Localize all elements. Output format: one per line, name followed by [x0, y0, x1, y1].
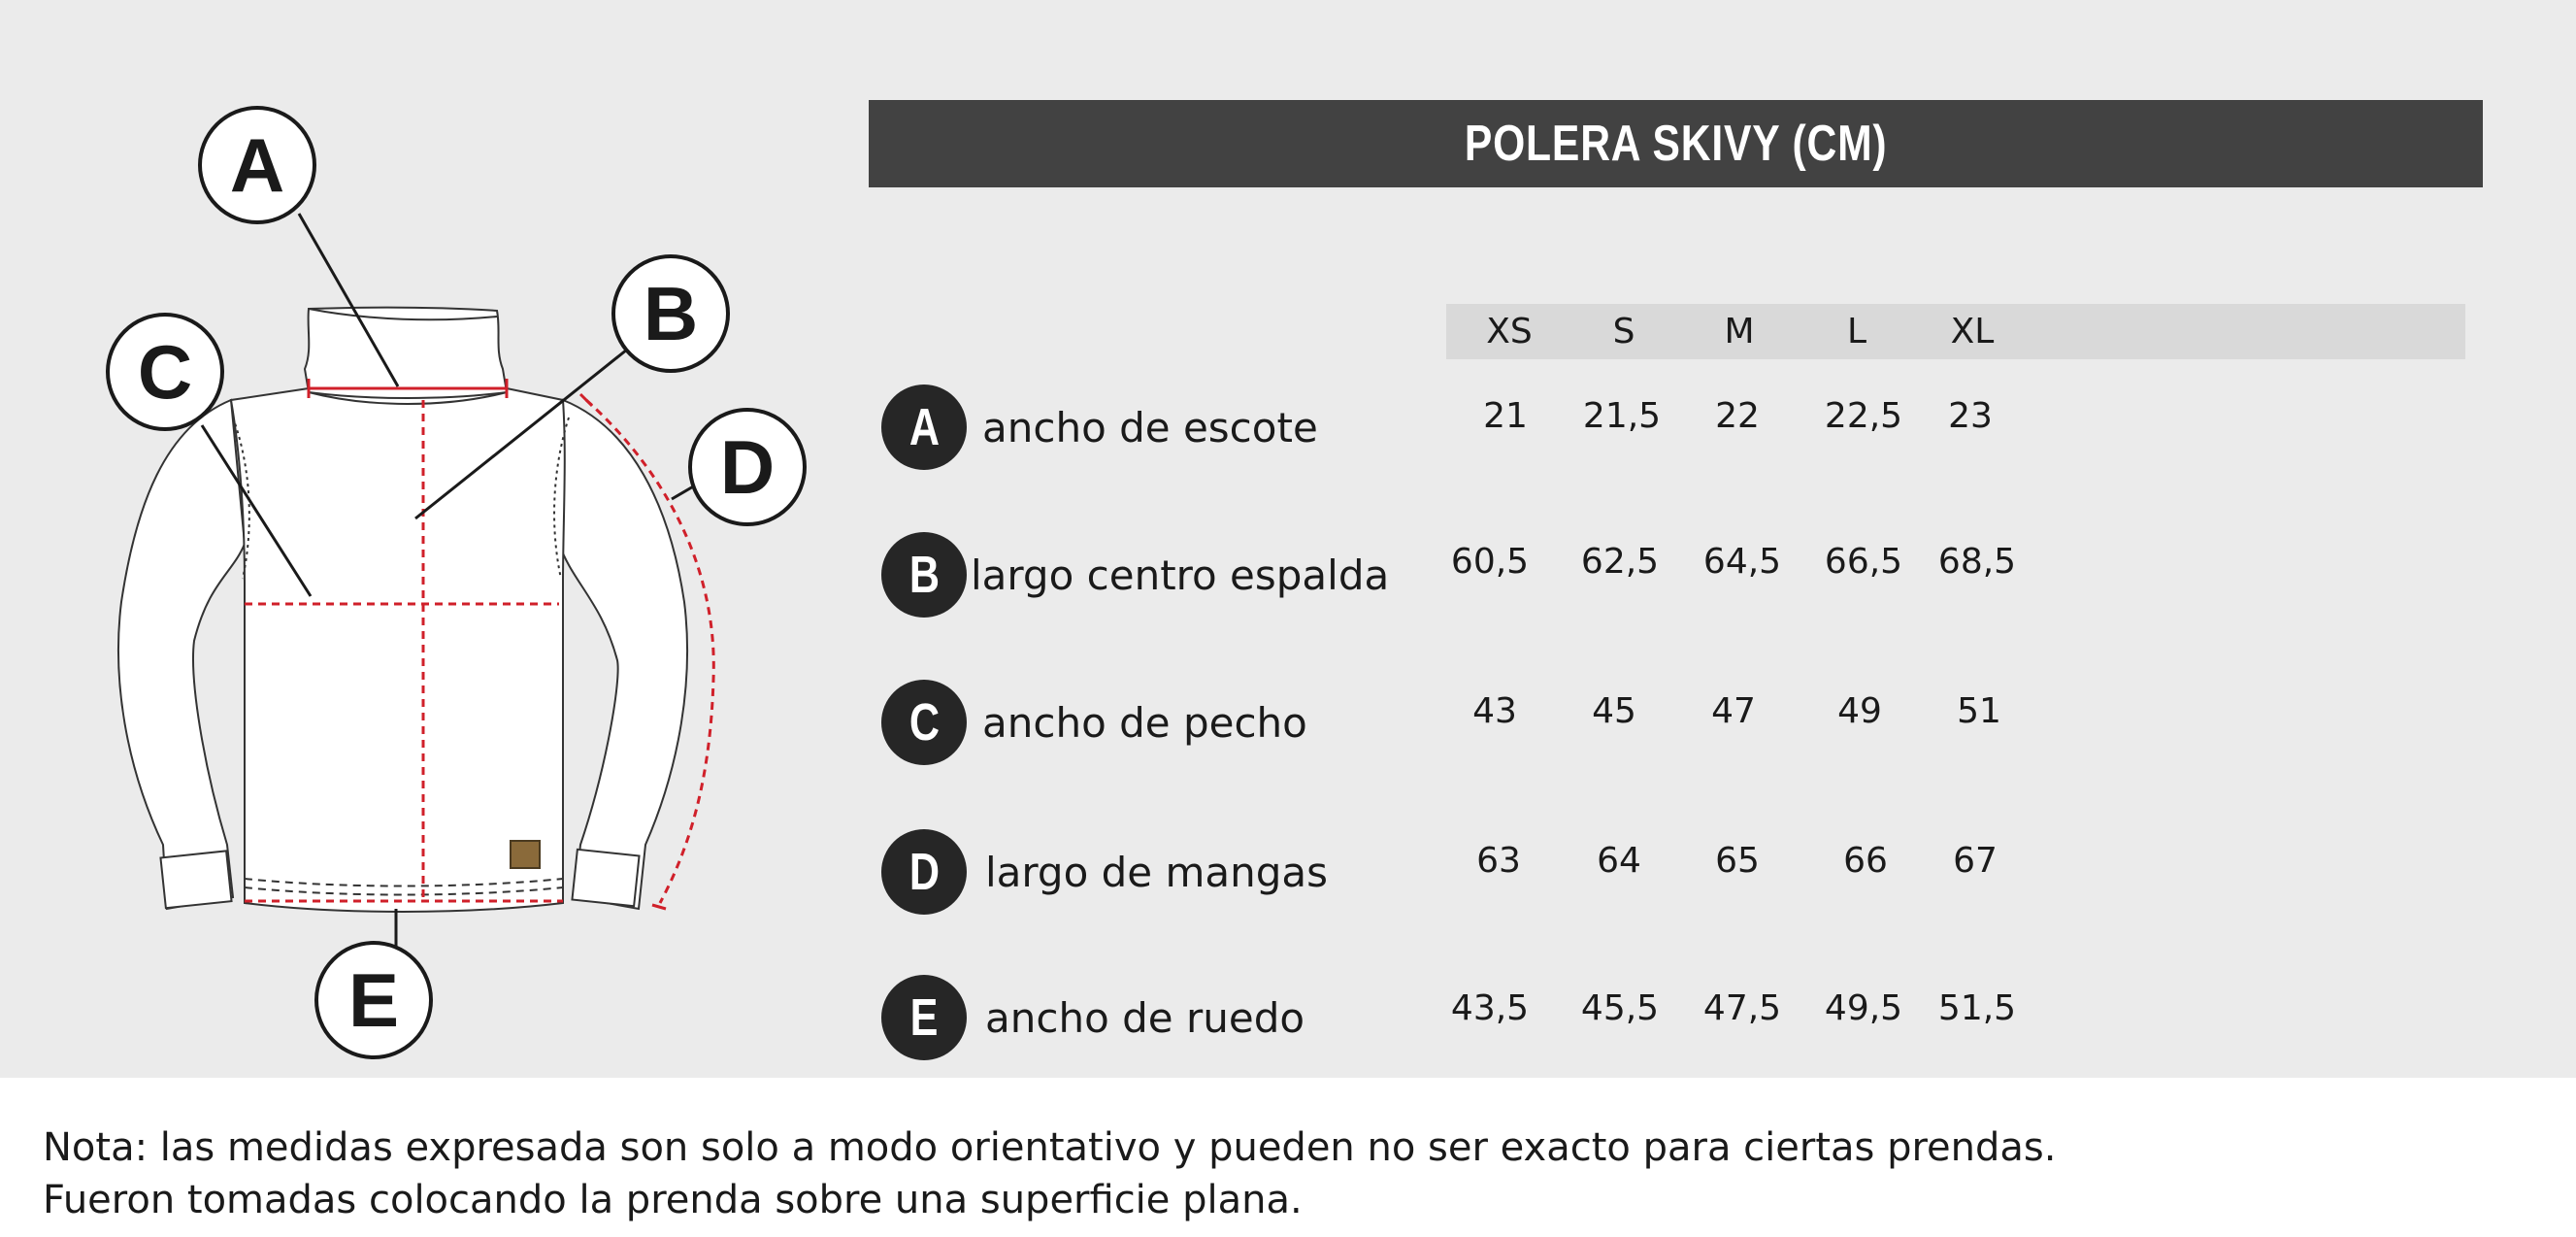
callout-e-circle — [314, 941, 433, 1059]
value-s: 45 — [1592, 691, 1636, 731]
table-row: A ancho de escote 21 21,5 22 22,5 23 — [0, 384, 2576, 472]
callout-e-letter: E — [348, 957, 399, 1043]
value-m: 64,5 — [1702, 542, 1782, 582]
measurement-label: largo centro espalda — [971, 552, 1390, 599]
value-l: 49 — [1837, 691, 1882, 731]
value-m: 47 — [1711, 691, 1756, 731]
size-xl-header: XL — [1950, 312, 1995, 351]
value-s: 21,5 — [1582, 396, 1662, 436]
value-m: 65 — [1715, 841, 1760, 881]
right-sleeve — [557, 398, 688, 911]
value-xs: 21 — [1483, 396, 1528, 436]
value-m: 22 — [1715, 396, 1760, 436]
footnote: Nota: las medidas expresada son solo a m… — [43, 1121, 2056, 1226]
value-m: 47,5 — [1702, 988, 1782, 1028]
value-l: 66,5 — [1824, 542, 1903, 582]
value-s: 62,5 — [1580, 542, 1660, 582]
value-l: 22,5 — [1824, 396, 1903, 436]
row-letter-badge: A — [881, 384, 967, 470]
left-sleeve — [117, 398, 247, 911]
value-l: 49,5 — [1824, 988, 1903, 1028]
measurement-label: ancho de ruedo — [985, 994, 1305, 1042]
callout-b-circle — [611, 254, 730, 373]
callout-d-circle — [688, 408, 807, 526]
row-letter-badge: E — [881, 975, 967, 1060]
size-s-header: S — [1612, 312, 1635, 351]
callout-a-letter: A — [230, 122, 284, 208]
value-xs: 43,5 — [1450, 988, 1530, 1028]
value-xs: 60,5 — [1450, 542, 1530, 582]
callout-a-circle — [198, 106, 316, 224]
brand-patch — [510, 840, 541, 869]
table-row: B largo centro espalda 60,5 62,5 64,5 66… — [0, 532, 2576, 619]
measurement-label: ancho de pecho — [982, 699, 1307, 747]
table-row: E ancho de ruedo 43,5 45,5 47,5 49,5 51,… — [0, 975, 2576, 1062]
measurement-label: largo de mangas — [985, 849, 1329, 896]
value-xl: 68,5 — [1937, 542, 2017, 582]
callout-c-circle — [106, 313, 224, 431]
title-bar: POLERA SKIVY (CM) — [869, 100, 2483, 187]
footnote-line-1: Nota: las medidas expresada son solo a m… — [43, 1125, 2057, 1170]
callout-c-letter: C — [138, 329, 192, 415]
table-row: D largo de mangas 63 64 65 66 67 — [0, 829, 2576, 917]
size-header-row: XS S M L XL — [1446, 304, 2465, 359]
measurement-label: ancho de escote — [982, 404, 1318, 451]
footnote-line-2: Fueron tomadas colocando la prenda sobre… — [43, 1178, 1303, 1222]
size-l-header: L — [1846, 312, 1867, 351]
row-letter-badge: B — [881, 532, 967, 618]
torso — [229, 387, 566, 913]
row-letter-badge: D — [881, 829, 967, 915]
size-chart-panel: A B C D E POLERA SKIVY (CM) XS S M L XL … — [0, 0, 2576, 1078]
size-xs-header: XS — [1486, 312, 1533, 351]
table-row: C ancho de pecho 43 45 47 49 51 — [0, 680, 2576, 767]
value-xl: 51,5 — [1937, 988, 2017, 1028]
callout-d-letter: D — [720, 424, 775, 510]
value-xl: 67 — [1953, 841, 1998, 881]
garment-diagram: A B C D E — [106, 106, 807, 1059]
row-letter-badge: C — [881, 680, 967, 765]
value-l: 66 — [1843, 841, 1888, 881]
value-s: 45,5 — [1580, 988, 1660, 1028]
value-xl: 23 — [1948, 396, 1993, 436]
value-s: 64 — [1597, 841, 1641, 881]
value-xs: 43 — [1472, 691, 1517, 731]
page-title: POLERA SKIVY (CM) — [1464, 116, 1888, 172]
callout-b-letter: B — [644, 271, 698, 356]
value-xl: 51 — [1957, 691, 2001, 731]
size-m-header: M — [1724, 312, 1755, 351]
value-xs: 63 — [1476, 841, 1521, 881]
